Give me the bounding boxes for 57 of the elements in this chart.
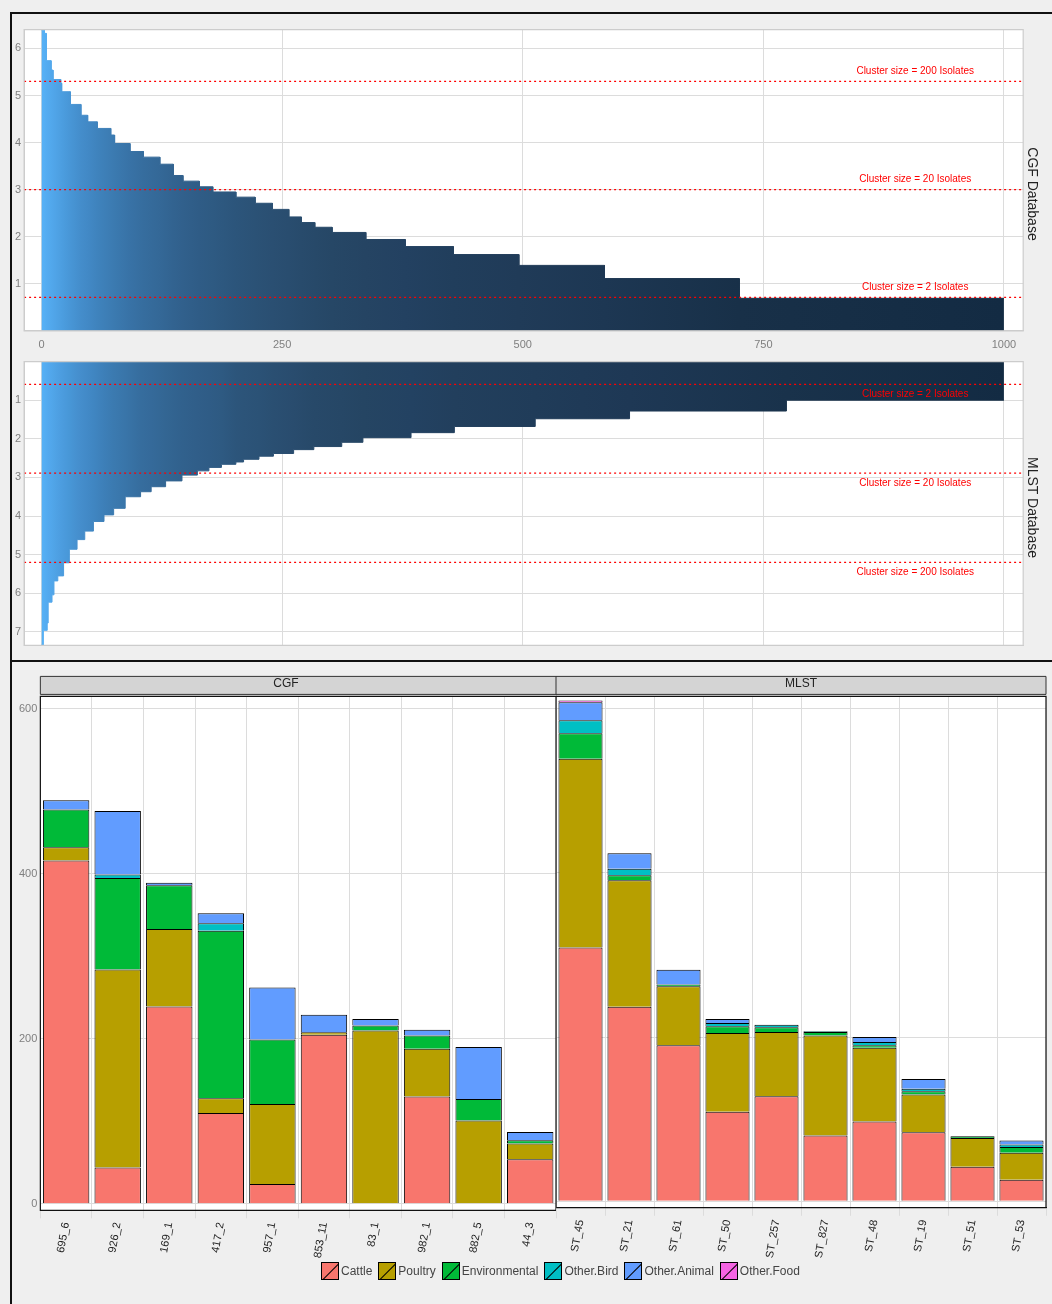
x-tick-label: 882_5 <box>466 1221 484 1254</box>
x-tick-label: ST_257 <box>762 1218 782 1259</box>
chart-title: MLST <box>784 675 818 690</box>
y-tick-label: 3 <box>14 470 22 483</box>
x-tick-label: ST_19 <box>911 1218 929 1253</box>
x-tick-label: ST_48 <box>862 1218 880 1253</box>
x-tick-label: ST_53 <box>1009 1218 1027 1253</box>
chart-title: CGF <box>273 675 299 690</box>
text: CGF Database <box>1024 147 1041 241</box>
x-tick-label: 250 <box>272 338 292 351</box>
x-tick-label: 169_1 <box>157 1221 175 1254</box>
legend-label: Poultry <box>398 1264 436 1278</box>
y-tick-label: 6 <box>14 586 22 599</box>
x-tick-label: 500 <box>513 338 532 351</box>
y-tick-label: 400 <box>18 866 38 879</box>
y-tick-label: 2 <box>14 431 22 444</box>
legend-label: Other.Food <box>739 1264 800 1278</box>
annotation: Cluster size = 2 Isolates <box>861 388 969 400</box>
y-tick-label: 600 <box>18 701 38 714</box>
x-tick-label: ST_21 <box>617 1218 635 1253</box>
annotation: Cluster size = 200 Isolates <box>856 566 974 578</box>
x-tick-label: 957_1 <box>260 1221 278 1254</box>
y-tick-label: 200 <box>18 1031 38 1044</box>
x-tick-label: 44_3 <box>519 1221 536 1248</box>
y-tick-label: 1 <box>14 393 22 406</box>
x-tick-label: 417_2 <box>208 1221 226 1254</box>
y-tick-label: 5 <box>14 547 22 560</box>
y-tick-label: 4 <box>14 135 22 148</box>
y-tick-label: 6 <box>14 41 22 54</box>
x-tick-label: ST_45 <box>568 1218 586 1253</box>
x-tick-label: 1000 <box>991 338 1017 351</box>
y-tick-label: 4 <box>14 509 22 522</box>
x-tick-label: ST_827 <box>811 1218 831 1259</box>
legend-label: Other.Bird <box>564 1264 619 1278</box>
annotation: Cluster size = 20 Isolates <box>859 173 972 185</box>
y-tick-label: 3 <box>14 182 22 195</box>
y-tick-label: 0 <box>31 1196 38 1209</box>
x-tick-label: ST_61 <box>666 1218 684 1253</box>
annotation: Cluster size = 200 Isolates <box>856 65 974 77</box>
x-tick-label: ST_51 <box>960 1218 978 1253</box>
annotation: Cluster size = 2 Isolates <box>861 281 969 293</box>
x-tick-label: 853_11 <box>310 1221 329 1259</box>
x-tick-label: 926_2 <box>105 1221 123 1254</box>
legend-label: Cattle <box>341 1264 373 1278</box>
y-tick-label: 5 <box>14 88 22 101</box>
annotation: Cluster size = 20 Isolates <box>859 476 972 488</box>
x-tick-label: 982_1 <box>414 1221 433 1254</box>
text: MLST Database <box>1024 457 1041 559</box>
x-tick-label: 695_6 <box>53 1221 72 1254</box>
legend-label: Other.Animal <box>644 1264 714 1278</box>
x-tick-label: ST_50 <box>715 1218 733 1253</box>
y-tick-label: 7 <box>14 624 22 637</box>
y-tick-label: 2 <box>14 229 22 242</box>
y-tick-label: 1 <box>14 276 22 289</box>
x-tick-label: 750 <box>754 338 773 351</box>
x-tick-label: 83_1 <box>364 1221 381 1248</box>
legend-label: Environmental <box>461 1264 539 1278</box>
